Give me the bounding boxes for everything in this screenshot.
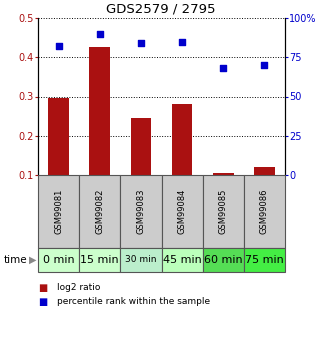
Bar bbox=[79, 248, 120, 272]
Bar bbox=[120, 248, 161, 272]
Bar bbox=[203, 248, 244, 272]
Bar bbox=[48, 98, 69, 175]
Text: 0 min: 0 min bbox=[43, 255, 74, 265]
Text: 60 min: 60 min bbox=[204, 255, 243, 265]
Text: GSM99085: GSM99085 bbox=[219, 189, 228, 234]
Bar bbox=[131, 118, 151, 175]
Point bbox=[179, 39, 185, 44]
Bar bbox=[161, 175, 203, 248]
Bar bbox=[172, 104, 192, 175]
Text: GSM99086: GSM99086 bbox=[260, 189, 269, 234]
Text: GDS2579 / 2795: GDS2579 / 2795 bbox=[106, 2, 215, 15]
Bar bbox=[38, 248, 79, 272]
Bar bbox=[79, 175, 120, 248]
Text: ■: ■ bbox=[38, 283, 47, 293]
Text: 75 min: 75 min bbox=[245, 255, 284, 265]
Text: GSM99081: GSM99081 bbox=[54, 189, 63, 234]
Bar bbox=[213, 173, 234, 175]
Bar bbox=[203, 175, 244, 248]
Text: GSM99082: GSM99082 bbox=[95, 189, 104, 234]
Text: GSM99083: GSM99083 bbox=[136, 189, 145, 234]
Text: 30 min: 30 min bbox=[125, 256, 157, 265]
Bar bbox=[90, 47, 110, 175]
Text: GSM99084: GSM99084 bbox=[178, 189, 187, 234]
Point bbox=[138, 40, 143, 46]
Point bbox=[56, 43, 61, 49]
Bar bbox=[38, 175, 79, 248]
Text: percentile rank within the sample: percentile rank within the sample bbox=[57, 297, 210, 306]
Bar bbox=[244, 175, 285, 248]
Point bbox=[262, 62, 267, 68]
Bar bbox=[120, 175, 161, 248]
Bar bbox=[254, 167, 275, 175]
Text: ■: ■ bbox=[38, 297, 47, 307]
Point bbox=[97, 31, 102, 37]
Text: 15 min: 15 min bbox=[81, 255, 119, 265]
Text: log2 ratio: log2 ratio bbox=[57, 284, 101, 293]
Text: ▶: ▶ bbox=[29, 255, 36, 265]
Point bbox=[221, 66, 226, 71]
Text: 45 min: 45 min bbox=[163, 255, 202, 265]
Text: time: time bbox=[3, 255, 27, 265]
Bar bbox=[161, 248, 203, 272]
Bar bbox=[244, 248, 285, 272]
